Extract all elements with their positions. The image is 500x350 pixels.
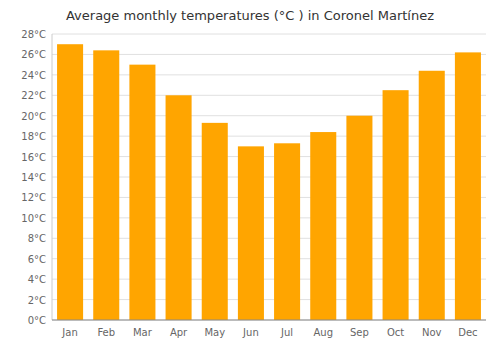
y-tick-label: 8°C (28, 233, 46, 244)
grid-line (52, 320, 486, 321)
bar (455, 52, 481, 320)
y-axis: 0°C 2°C 4°C 6°C 8°C 10°C 12°C 14°C 16°C 18°C 20°C 2… (21, 29, 52, 326)
bar (129, 65, 155, 320)
y-axis-line (52, 34, 53, 320)
x-axis-line (52, 320, 486, 321)
bar (346, 116, 372, 320)
grid-line (52, 34, 486, 35)
y-tick-label: 26°C (21, 49, 46, 60)
x-axis: Jan Feb Mar Apr May Jun Jul Aug Sep Oct Nov Dec (52, 320, 486, 338)
x-tick-label: May (204, 327, 225, 338)
y-tick-label: 16°C (21, 152, 46, 163)
bar (310, 132, 336, 320)
title: Average monthly temperatures (°C ) in Co… (66, 8, 434, 23)
x-tick-label: Jul (280, 327, 293, 338)
x-tick-label: Jan (61, 327, 77, 338)
x-tick-label: Feb (97, 327, 115, 338)
bar (93, 50, 119, 320)
x-tick-label: Mar (133, 327, 153, 338)
y-tick-label: 22°C (21, 90, 46, 101)
bar (383, 90, 409, 320)
bar (238, 146, 264, 320)
bar (57, 44, 83, 320)
x-tick-label: Sep (350, 327, 369, 338)
y-tick-label: 10°C (21, 213, 46, 224)
bar (419, 71, 445, 320)
y-tick-label: 12°C (21, 192, 46, 203)
y-tick-label: 24°C (21, 70, 46, 81)
y-tick-label: 20°C (21, 111, 46, 122)
x-tick-label: Oct (387, 327, 404, 338)
bar (166, 95, 192, 320)
y-tick-label: 14°C (21, 172, 46, 183)
x-tick-label: Jun (242, 327, 259, 338)
y-tick-label: 0°C (28, 315, 46, 326)
y-tick-label: 18°C (21, 131, 46, 142)
x-tick-label: Apr (170, 327, 188, 338)
y-tick-label: 2°C (28, 295, 46, 306)
grid (52, 34, 486, 320)
bars (57, 44, 481, 320)
x-tick-label: Nov (422, 327, 442, 338)
x-tick-label: Dec (458, 327, 477, 338)
x-tick-label: Aug (313, 327, 333, 338)
y-tick-label: 28°C (21, 29, 46, 40)
bar (274, 143, 300, 320)
y-tick-label: 4°C (28, 274, 46, 285)
bar (202, 123, 228, 320)
y-tick-label: 6°C (28, 254, 46, 265)
chart: Average monthly temperatures (°C ) in Co… (0, 0, 500, 350)
